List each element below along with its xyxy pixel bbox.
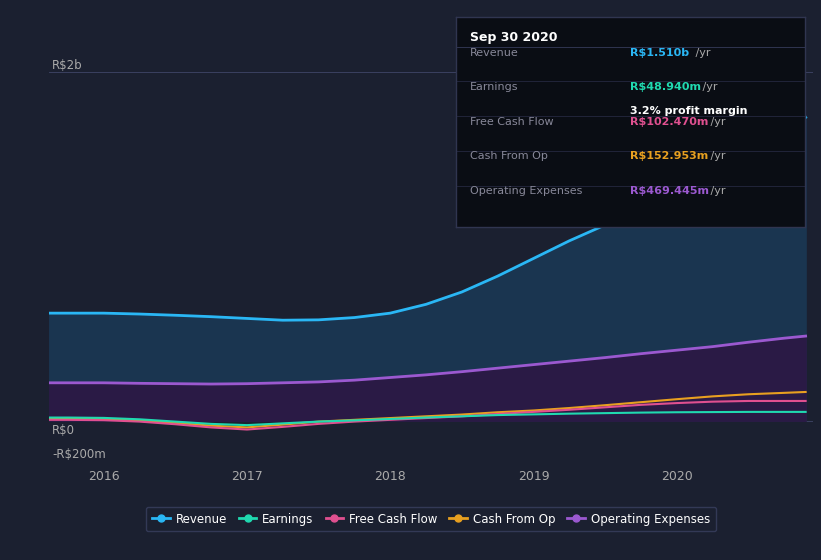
Text: R$2b: R$2b <box>52 59 83 72</box>
Legend: Revenue, Earnings, Free Cash Flow, Cash From Op, Operating Expenses: Revenue, Earnings, Free Cash Flow, Cash … <box>146 507 716 531</box>
Text: R$48.940m: R$48.940m <box>631 82 701 92</box>
Text: /yr: /yr <box>691 48 710 58</box>
Text: Cash From Op: Cash From Op <box>470 151 548 161</box>
Text: /yr: /yr <box>707 186 726 196</box>
Text: Sep 30 2020: Sep 30 2020 <box>470 31 557 44</box>
Text: R$0: R$0 <box>52 424 76 437</box>
Text: /yr: /yr <box>707 117 726 127</box>
Text: Operating Expenses: Operating Expenses <box>470 186 582 196</box>
Text: Free Cash Flow: Free Cash Flow <box>470 117 553 127</box>
Text: Earnings: Earnings <box>470 82 518 92</box>
Text: /yr: /yr <box>707 151 726 161</box>
Text: R$102.470m: R$102.470m <box>631 117 709 127</box>
Text: R$469.445m: R$469.445m <box>631 186 709 196</box>
Text: 3.2% profit margin: 3.2% profit margin <box>631 106 748 116</box>
Text: -R$200m: -R$200m <box>52 448 106 461</box>
Text: R$152.953m: R$152.953m <box>631 151 709 161</box>
Text: R$1.510b: R$1.510b <box>631 48 690 58</box>
Text: Revenue: Revenue <box>470 48 518 58</box>
Text: /yr: /yr <box>699 82 718 92</box>
